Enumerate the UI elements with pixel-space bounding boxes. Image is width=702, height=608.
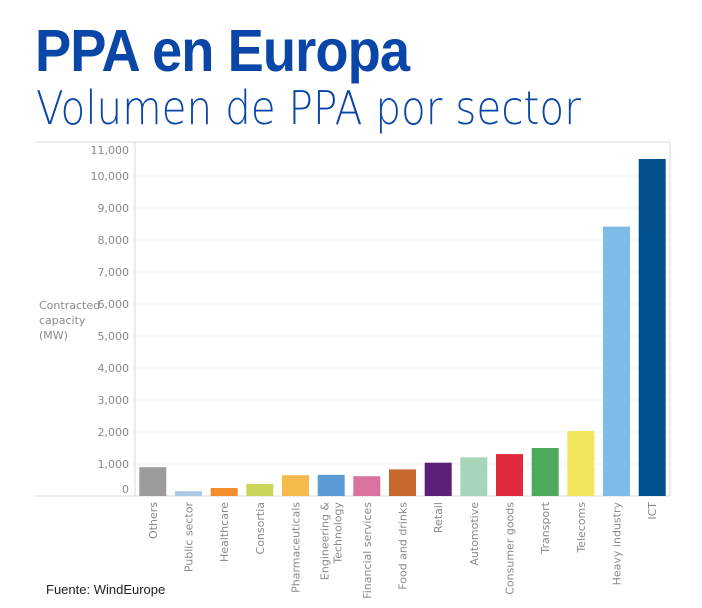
- y-tick-label: 0: [122, 483, 129, 496]
- x-tick-label-line: Telecoms: [575, 502, 588, 554]
- x-tick-label: Public sector: [183, 502, 196, 573]
- x-tick-label-line: Healthcare: [218, 502, 231, 562]
- x-tick-label-line: Food and drinks: [397, 502, 410, 590]
- bar-financial-services: [353, 476, 381, 496]
- gridlines: [135, 175, 670, 465]
- x-tick-label-line: Heavy industry: [611, 502, 624, 586]
- source-note: Fuente: WindEurope: [46, 582, 166, 597]
- y-axis-title-line: capacity: [39, 314, 86, 327]
- x-tick-label: Transport: [539, 501, 552, 554]
- y-tick-label: 9,000: [98, 202, 130, 215]
- x-tick-label: Engineering & Technology: [319, 502, 345, 581]
- x-tick-label-line: Pharmaceuticals: [290, 502, 303, 593]
- bars: [139, 159, 666, 496]
- y-tick-label: 3,000: [98, 394, 130, 407]
- bar-consortia: [246, 483, 274, 496]
- y-axis-title-line: Contracted: [39, 299, 100, 312]
- y-tick-label: 5,000: [98, 330, 130, 343]
- y-tick-label: 4,000: [98, 362, 130, 375]
- x-tick-label-line: ICT: [646, 502, 659, 520]
- x-tick-label-line: Technology: [332, 502, 345, 565]
- x-tick-label: ICT: [646, 502, 659, 520]
- bar-pharmaceuticals: [282, 475, 309, 496]
- axes: 0 1,000 2,000 3,000 4,000 5,000 6,000 7,000 8,00…: [35, 141, 671, 497]
- bar-retail: [424, 462, 452, 496]
- page-subtitle: Volumen de PPA por sector: [36, 81, 581, 135]
- bar-transport: [531, 448, 559, 496]
- y-tick-label: 7,000: [98, 266, 130, 279]
- bar-engineering-technology: [317, 474, 345, 496]
- x-tick-label-line: Retail: [432, 502, 445, 533]
- bar-consumer-goods: [496, 454, 523, 496]
- x-tick-label-line: Public sector: [183, 502, 196, 573]
- x-tick-label: Financial services: [361, 502, 374, 599]
- x-tick-label-line: Transport: [539, 501, 552, 554]
- x-tick-label: Automotive: [468, 502, 481, 566]
- x-tick-label-line: Automotive: [468, 502, 481, 566]
- x-tick-label-line: Others: [147, 502, 160, 539]
- bar-telecoms: [567, 431, 595, 496]
- x-tick-label-line: Consumer goods: [504, 502, 517, 595]
- y-tick-label: 10,000: [91, 170, 130, 183]
- bar-heavy-industry: [603, 226, 630, 496]
- x-tick-label: Consortia: [254, 502, 267, 554]
- page-title: PPA en Europa: [35, 18, 410, 84]
- y-axis-title-line: (MW): [39, 329, 68, 342]
- y-axis-title: Contracted capacity (MW): [39, 299, 100, 342]
- y-tick-label: 11,000: [91, 144, 130, 157]
- bar-healthcare: [210, 488, 238, 496]
- x-tick-label: Consumer goods: [504, 502, 517, 595]
- y-tick-label: 2,000: [98, 426, 130, 439]
- bar-ict: [638, 159, 666, 496]
- x-tick-label: Others: [147, 502, 160, 539]
- bar-others: [139, 467, 167, 496]
- y-tick-label: 8,000: [98, 234, 130, 247]
- x-tick-label: Pharmaceuticals: [290, 502, 303, 593]
- y-tick-label: 1,000: [98, 458, 130, 471]
- x-tick-label-line: Financial services: [361, 502, 374, 599]
- y-tick-label: 6,000: [98, 298, 130, 311]
- category-labels: Others Public sector Healthcare Consortia Ph…: [147, 501, 659, 598]
- bar-food-and-drinks: [389, 469, 416, 496]
- x-tick-label: Retail: [432, 502, 445, 533]
- x-tick-label-line: Engineering &: [319, 502, 332, 580]
- x-tick-label-line: Consortia: [254, 502, 267, 554]
- x-tick-label: Telecoms: [575, 502, 588, 554]
- x-tick-label: Food and drinks: [397, 502, 410, 590]
- bar-public-sector: [175, 491, 202, 496]
- bar-automotive: [460, 457, 488, 496]
- x-tick-label: Heavy industry: [611, 502, 624, 586]
- x-tick-label: Healthcare: [218, 502, 231, 562]
